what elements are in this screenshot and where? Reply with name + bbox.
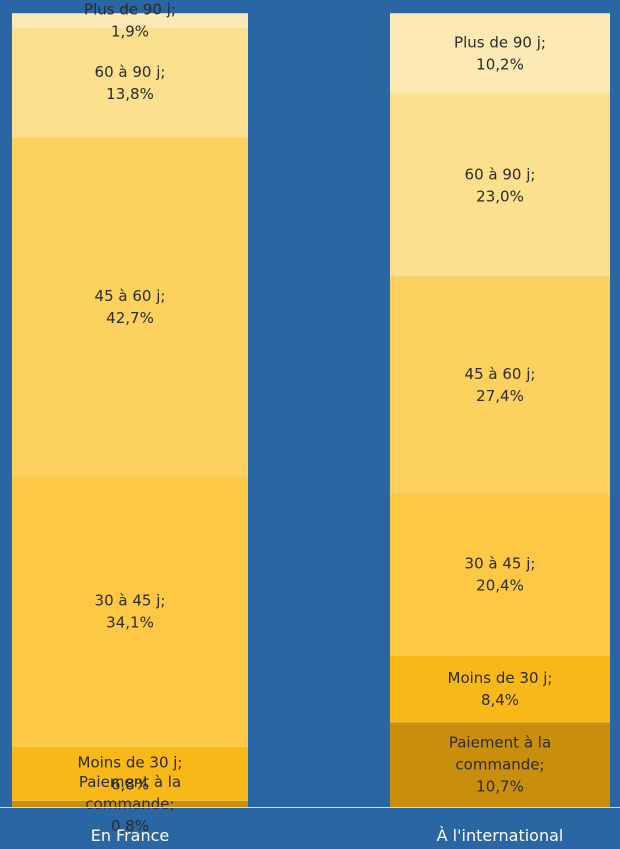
data-label: Moins de 30 j; 8,4% [448, 669, 553, 709]
bar-segment [390, 13, 610, 95]
label-name: Paiement à la [79, 773, 181, 791]
label-name: Moins de 30 j; [448, 669, 553, 687]
bar-segment [12, 476, 248, 747]
data-label: Plus de 90 j; 1,9% [84, 1, 176, 41]
data-label: 60 à 90 j; 23,0% [465, 165, 536, 205]
label-name: 45 à 60 j; [465, 365, 536, 383]
label-name: Moins de 30 j; [78, 754, 183, 772]
data-label: Paiement à la commande; 10,7% [449, 734, 551, 796]
data-label: 60 à 90 j; 13,8% [95, 63, 166, 103]
bar-segment [12, 746, 248, 801]
label-name: 30 à 45 j; [465, 555, 536, 573]
label-value: 0,8% [111, 817, 149, 835]
x-tick-label: À l'international [437, 826, 564, 845]
data-label: 45 à 60 j; 42,7% [95, 287, 166, 327]
label-name: Plus de 90 j; [454, 34, 546, 52]
bar-segment [390, 722, 610, 807]
bar-segment [390, 94, 610, 277]
x-tick-label: En France [91, 826, 170, 845]
label-name: commande; [85, 795, 174, 813]
label-value: 8,4% [481, 691, 519, 709]
data-label: Paiement à la commande; 0,8% [79, 773, 181, 835]
label-value: 34,1% [106, 614, 154, 632]
data-label: Plus de 90 j; 10,2% [454, 34, 546, 74]
label-value: 13,8% [106, 85, 154, 103]
label-value: 20,4% [476, 577, 524, 595]
bar-segment [390, 276, 610, 494]
data-label: Moins de 30 j; 6,8% [78, 754, 183, 794]
label-name: 30 à 45 j; [95, 592, 166, 610]
label-name: Plus de 90 j; [84, 1, 176, 19]
bar-segment [390, 655, 610, 723]
label-name: 45 à 60 j; [95, 287, 166, 305]
label-value: 1,9% [111, 23, 149, 41]
label-name: 60 à 90 j; [95, 63, 166, 81]
bar-segment [12, 800, 248, 807]
label-name: commande; [455, 756, 544, 774]
label-value: 10,2% [476, 56, 524, 74]
bar-segment [12, 28, 248, 138]
label-value: 10,7% [476, 778, 524, 796]
label-name: Paiement à la [449, 734, 551, 752]
data-label: 30 à 45 j; 20,4% [465, 555, 536, 595]
label-value: 27,4% [476, 387, 524, 405]
data-label: 45 à 60 j; 27,4% [465, 365, 536, 405]
label-value: 42,7% [106, 309, 154, 327]
data-label: 30 à 45 j; 34,1% [95, 592, 166, 632]
bar-segment [12, 13, 248, 29]
bar-segment [12, 137, 248, 477]
bar-segment [390, 493, 610, 656]
label-value: 23,0% [476, 187, 524, 205]
label-value: 6,8% [111, 776, 149, 794]
label-name: 60 à 90 j; [465, 165, 536, 183]
